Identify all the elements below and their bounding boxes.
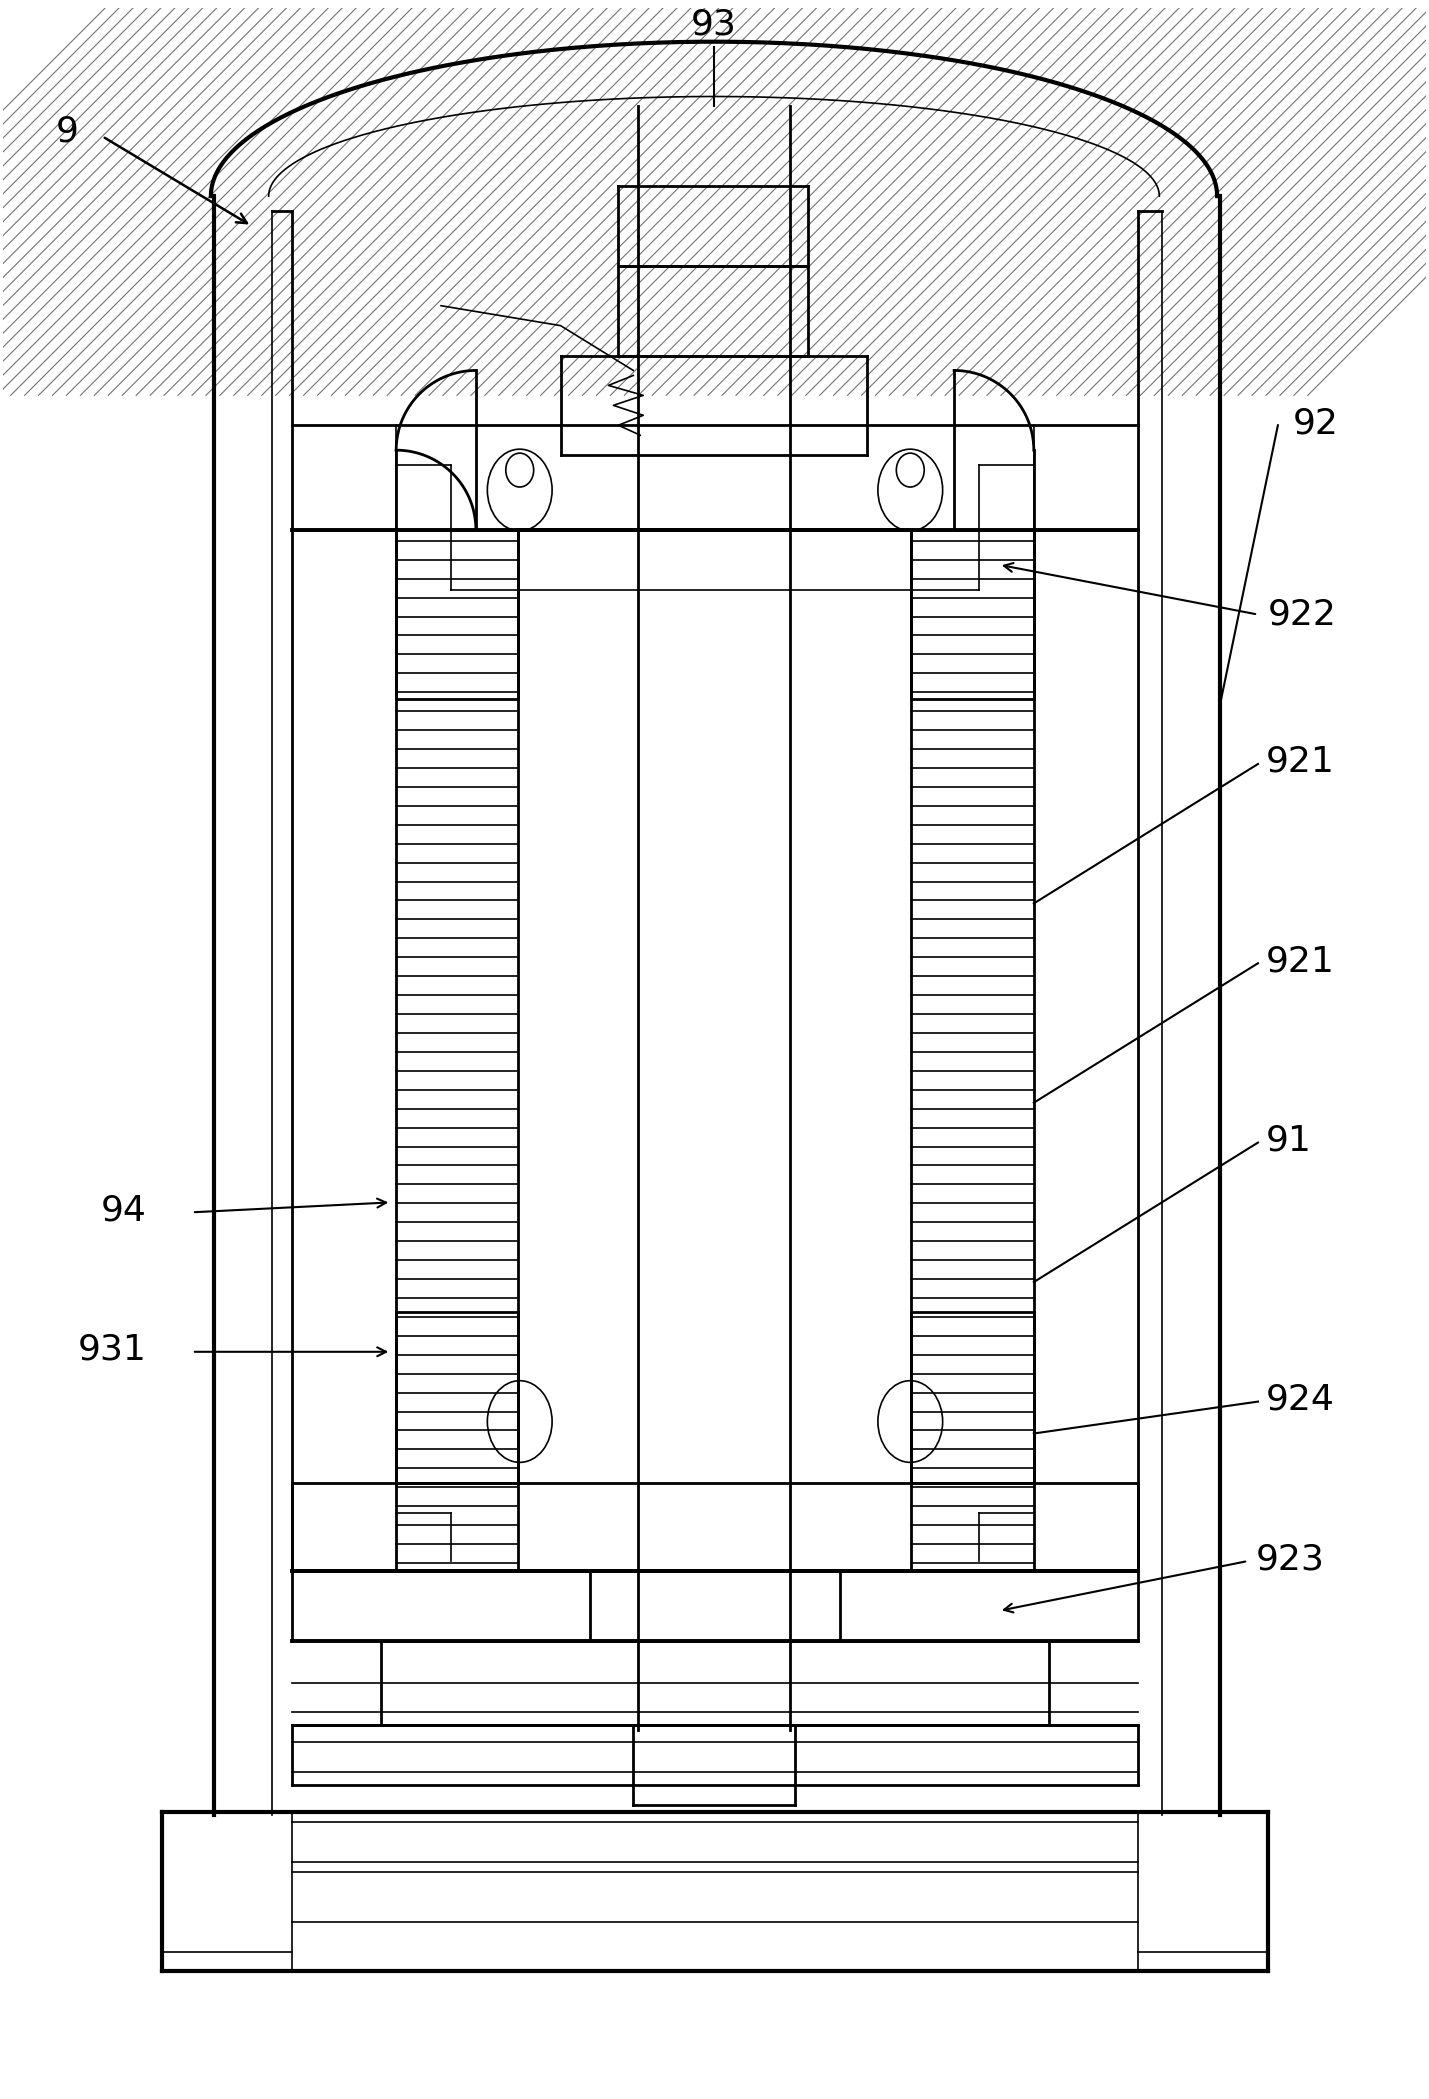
- Text: 92: 92: [1293, 407, 1339, 441]
- Text: 921: 921: [1266, 945, 1335, 978]
- Text: 93: 93: [692, 8, 737, 42]
- Text: 921: 921: [1266, 745, 1335, 779]
- Text: 931: 931: [79, 1333, 147, 1366]
- Text: 924: 924: [1266, 1383, 1335, 1417]
- Text: 923: 923: [1256, 1543, 1325, 1576]
- Text: 9: 9: [56, 113, 79, 149]
- Text: 94: 94: [101, 1194, 147, 1228]
- Text: 91: 91: [1266, 1123, 1312, 1157]
- Text: 922: 922: [1268, 598, 1336, 632]
